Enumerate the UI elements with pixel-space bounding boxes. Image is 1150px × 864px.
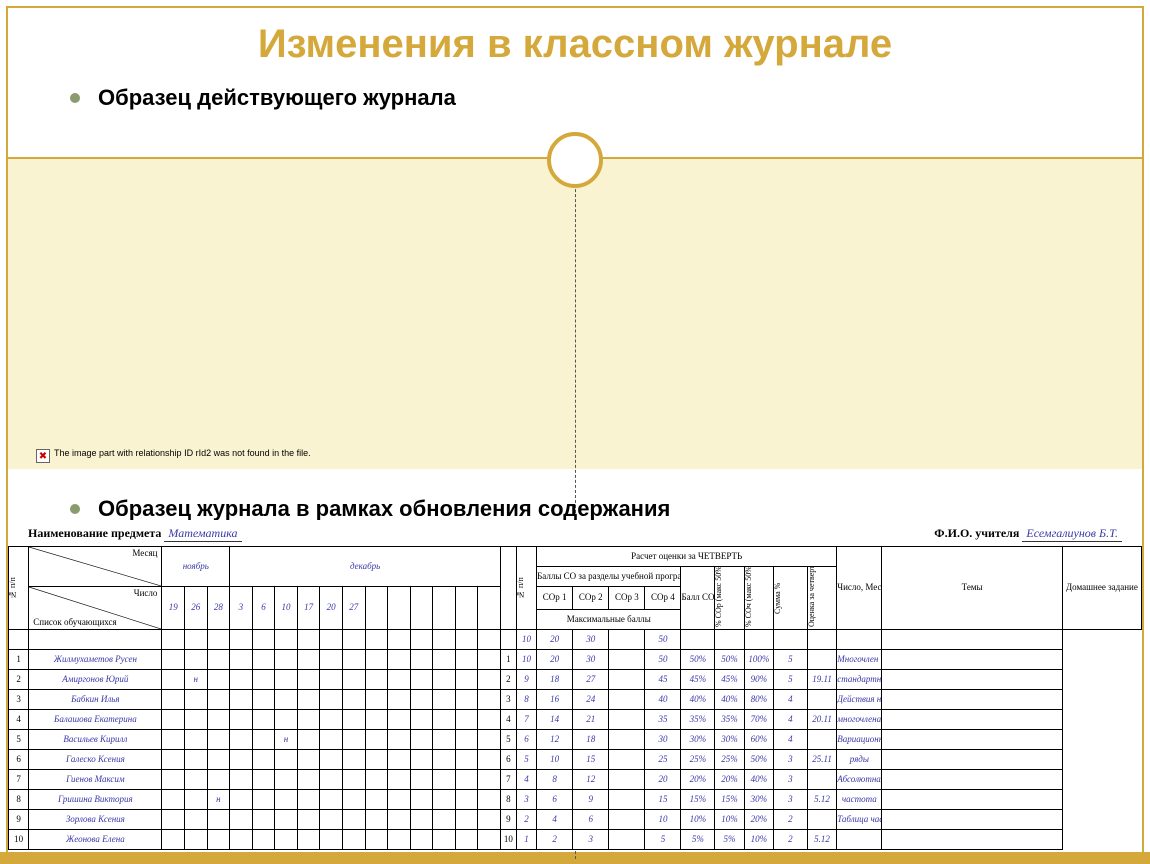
journal-sample: Наименование предмета Математика Ф.И.О. …: [8, 520, 1142, 850]
missing-image-icon: ✖: [36, 449, 50, 463]
teacher-label: Ф.И.О. учителя: [934, 526, 1019, 540]
teacher-block: Ф.И.О. учителя Есемгалиунов Б.Т.: [934, 526, 1122, 542]
journal-header: Наименование предмета Математика Ф.И.О. …: [8, 520, 1142, 546]
missing-image-placeholder: ✖ The image part with relationship ID rI…: [36, 449, 311, 463]
circle-ornament: [547, 132, 603, 188]
subject-label: Наименование предмета: [28, 526, 161, 540]
subject-value: Математика: [164, 526, 241, 542]
teacher-value: Есемгалиунов Б.Т.: [1022, 526, 1122, 542]
subject-block: Наименование предмета Математика: [28, 526, 242, 542]
missing-image-text: The image part with relationship ID rId2…: [54, 449, 311, 459]
journal-table: № п/пМесяцноябрьдекабрь№ п/пРасчет оценк…: [8, 546, 1142, 850]
bullet-2-text: Образец журнала в рамках обновления соде…: [98, 496, 670, 522]
bullet-icon: [70, 504, 80, 514]
bullet-2-row: Образец журнала в рамках обновления соде…: [0, 496, 670, 522]
